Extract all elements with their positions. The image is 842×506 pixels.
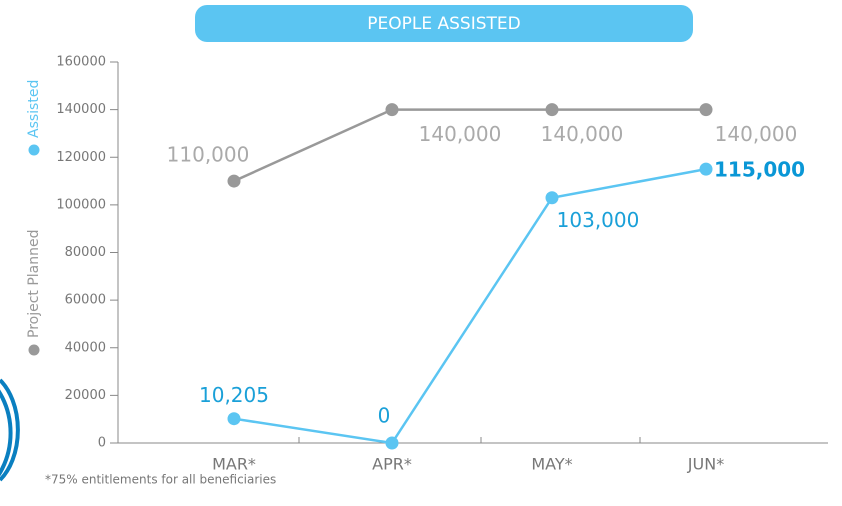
y-tick-label: 40000 [65, 340, 106, 355]
series-line [233, 167, 707, 445]
point [545, 191, 559, 205]
value-label: 115,000 [714, 158, 805, 182]
x-tick-label: JUN* [687, 455, 724, 474]
legend-label: Project Planned [26, 229, 42, 338]
value-label: 103,000 [557, 208, 640, 232]
point [699, 103, 713, 117]
legend-swatch [28, 344, 40, 356]
value-label: 140,000 [419, 122, 502, 146]
point [545, 103, 559, 117]
point [385, 436, 399, 450]
legend-swatch [28, 144, 40, 156]
decor-arc [0, 389, 13, 477]
title-pill [195, 5, 693, 42]
y-tick-label: 60000 [65, 293, 106, 308]
y-tick-label: 80000 [65, 245, 106, 260]
y-tick-label: 140000 [56, 102, 106, 117]
y-tick-label: 160000 [56, 55, 106, 70]
y-tick-label: 100000 [56, 197, 106, 212]
series-line [233, 108, 706, 183]
y-tick-label: 120000 [56, 150, 106, 165]
legend-label: Assisted [26, 80, 42, 138]
x-tick-label: MAY* [531, 455, 572, 474]
y-tick-label: 0 [98, 436, 106, 451]
y-tick-label: 20000 [65, 388, 106, 403]
x-tick-label: APR* [372, 455, 412, 474]
footnote: *75% entitlements for all beneficiaries [45, 473, 276, 487]
point [385, 103, 399, 117]
chart-title: PEOPLE ASSISTED [367, 14, 520, 34]
value-label: 10,205 [199, 383, 269, 407]
value-label: 110,000 [167, 143, 250, 167]
decor-arc [0, 378, 20, 482]
x-tick-label: MAR* [212, 455, 256, 474]
value-label: 0 [378, 404, 391, 428]
point [227, 412, 241, 426]
point [699, 162, 713, 176]
value-label: 140,000 [715, 122, 798, 146]
point [227, 174, 241, 188]
value-label: 140,000 [541, 122, 624, 146]
